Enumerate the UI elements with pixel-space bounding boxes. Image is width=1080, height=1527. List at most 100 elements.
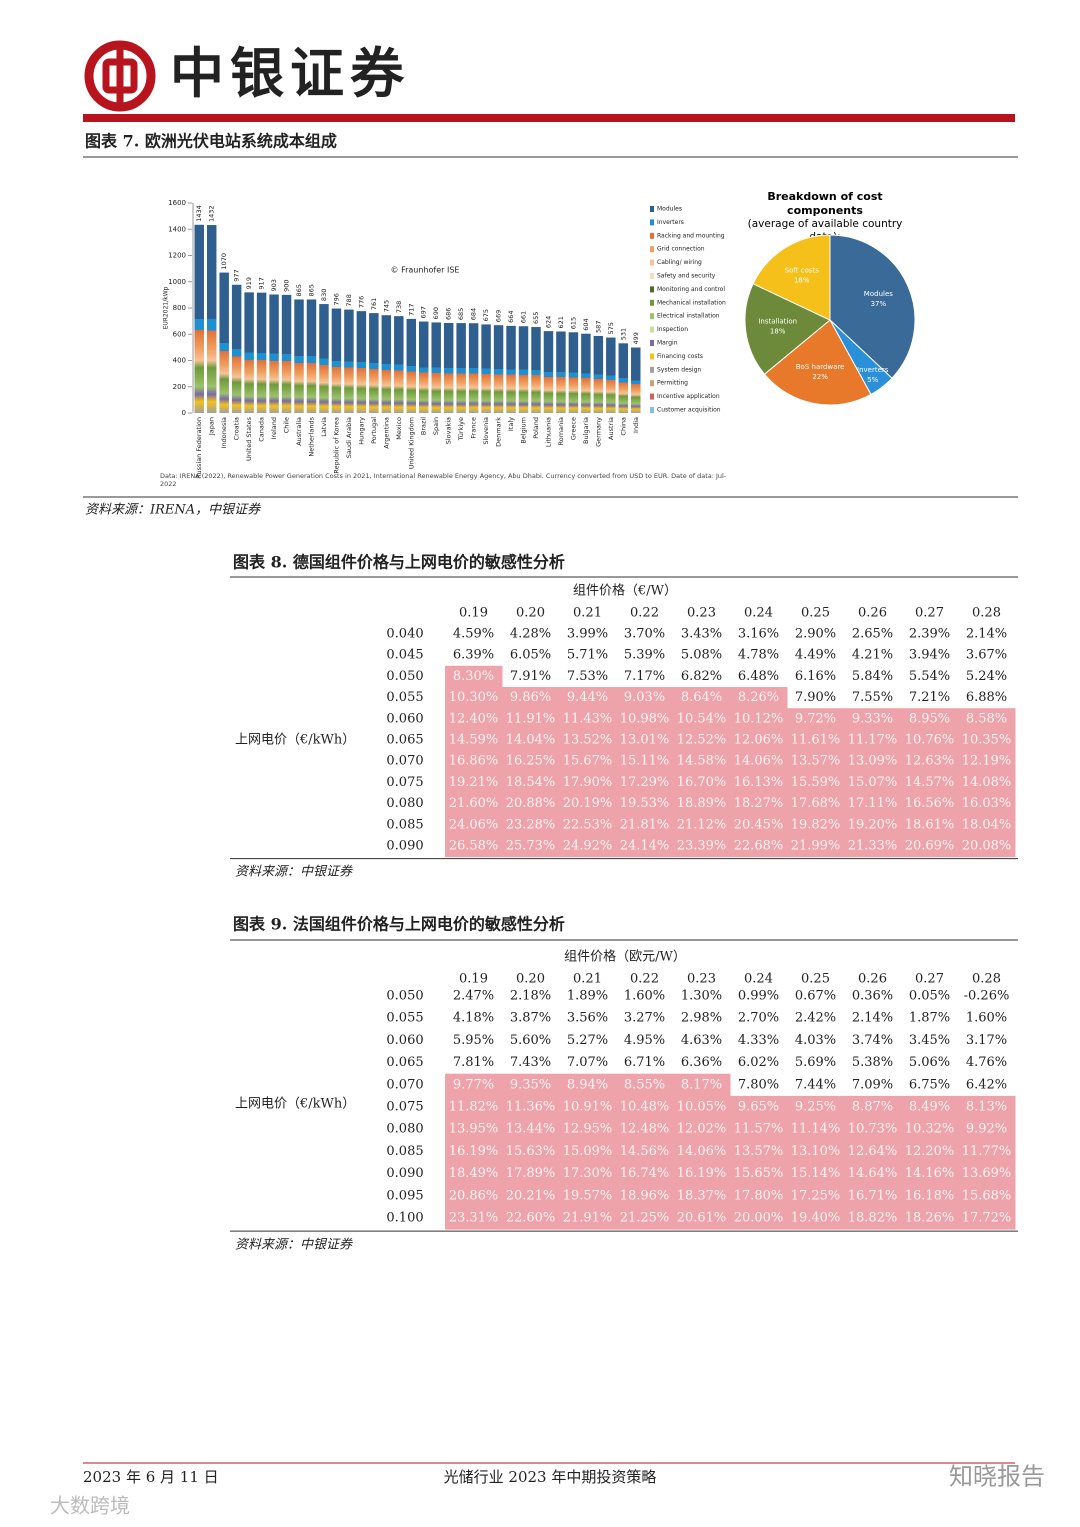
cell-highlight xyxy=(958,793,1016,815)
value-label: 604 xyxy=(582,318,590,330)
x-tick-label: Austria xyxy=(607,417,615,440)
cell: 15.59% xyxy=(791,775,841,790)
value-label: 717 xyxy=(407,303,415,315)
cell: 5.24% xyxy=(966,669,1007,684)
cell: 16.86% xyxy=(449,754,499,769)
col-label: 0.26 xyxy=(858,972,887,987)
cell: -0.26% xyxy=(964,989,1010,1004)
cell: 10.91% xyxy=(563,1100,613,1115)
cell: 23.28% xyxy=(506,817,556,832)
cell-highlight xyxy=(844,814,902,836)
row-label: 0.085 xyxy=(386,1144,423,1159)
cell: 16.19% xyxy=(677,1166,727,1181)
cell-highlight xyxy=(673,708,731,730)
x-tick-label: Latvia xyxy=(320,417,328,437)
cell: 20.45% xyxy=(734,817,784,832)
slice-label: Installation xyxy=(758,318,797,326)
slice-value: 22% xyxy=(812,373,828,381)
cell: 21.12% xyxy=(677,817,727,832)
cell: 8.58% xyxy=(966,711,1007,726)
cell: 4.18% xyxy=(453,1011,494,1026)
cell: 15.68% xyxy=(962,1188,1012,1203)
cell: 19.40% xyxy=(791,1211,841,1226)
watermark: 知晓报告 xyxy=(949,1463,1045,1491)
bar xyxy=(418,321,429,413)
x-tick-label: Indonesia xyxy=(220,417,228,448)
col-label: 0.28 xyxy=(972,606,1001,621)
cell: 2.18% xyxy=(510,989,551,1004)
x-tick-label: Lithuania xyxy=(544,417,552,447)
pie-chart: Breakdown of cost components(average of … xyxy=(744,190,916,406)
note: Data: IRENA (2022), Renewable Power Gene… xyxy=(160,472,727,488)
cell: 2.90% xyxy=(795,627,836,642)
cell-highlight xyxy=(559,729,617,752)
cell-highlight xyxy=(502,687,560,709)
cell-highlight xyxy=(616,1095,674,1119)
cell-highlight xyxy=(844,793,902,815)
note-box: Data: IRENA (2022), Renewable Power Gene… xyxy=(160,472,727,488)
legend-swatch xyxy=(650,326,654,333)
cell-highlight xyxy=(502,750,560,773)
cell: 16.70% xyxy=(677,775,727,790)
cell: 8.87% xyxy=(852,1100,893,1115)
value-label: 900 xyxy=(283,279,291,291)
pie-slice xyxy=(752,234,831,321)
y-tick-label: 1000 xyxy=(168,278,186,286)
bar xyxy=(631,347,641,413)
cell-highlight xyxy=(445,687,503,709)
cell: 1.87% xyxy=(909,1011,950,1026)
legend-label: Safety and security xyxy=(657,273,716,280)
cell-highlight xyxy=(445,1073,503,1097)
cell-highlight xyxy=(673,1095,731,1119)
value-label: 745 xyxy=(382,300,390,312)
legend-label: Customer acquisition xyxy=(657,407,721,414)
row-label: 0.100 xyxy=(386,1211,423,1226)
value-label: 621 xyxy=(557,316,565,328)
col-label: 0.21 xyxy=(573,606,602,621)
bar xyxy=(518,326,529,413)
legend-swatch xyxy=(650,246,654,253)
cell: 15.09% xyxy=(563,1144,613,1159)
cell-highlight xyxy=(901,729,959,752)
cell: 22.53% xyxy=(563,817,613,832)
value-label: 690 xyxy=(432,307,440,319)
cell: 17.89% xyxy=(506,1166,556,1181)
cell: 8.17% xyxy=(681,1077,722,1092)
footer-title: 光储行业 2023 年中期投资策略 xyxy=(444,1468,657,1486)
row-label: 0.085 xyxy=(386,817,423,832)
value-label: 761 xyxy=(370,298,378,310)
cell: 5.39% xyxy=(624,648,665,663)
cell-highlight xyxy=(844,1206,902,1230)
cell-highlight xyxy=(673,1118,731,1141)
y-tick-label: 1600 xyxy=(168,199,186,207)
cell-highlight xyxy=(445,771,503,794)
cell: 20.00% xyxy=(734,1211,784,1226)
cell: 18.37% xyxy=(677,1188,727,1203)
cell: 8.30% xyxy=(453,669,494,684)
cell: 7.53% xyxy=(567,669,608,684)
cell-highlight xyxy=(958,1118,1016,1141)
col-label: 0.23 xyxy=(687,606,716,621)
value-label: 865 xyxy=(307,284,315,296)
table-title: 图表 9. 法国组件价格与上网电价的敏感性分析 xyxy=(233,915,565,934)
cell-highlight xyxy=(958,1184,1016,1208)
legend-swatch xyxy=(650,407,654,413)
cell-highlight xyxy=(673,750,731,773)
value-label: 587 xyxy=(594,321,602,333)
legend-swatch xyxy=(650,380,654,387)
x-tick-label: Chile xyxy=(283,417,291,433)
bar xyxy=(531,327,541,413)
cell: 9.35% xyxy=(510,1077,551,1092)
cell-highlight xyxy=(673,793,731,815)
cell-highlight xyxy=(730,708,788,730)
bar xyxy=(593,335,604,413)
cell: 14.59% xyxy=(449,733,499,748)
cell: 1.89% xyxy=(567,989,608,1004)
pie-title: Breakdown of cost components xyxy=(767,190,883,217)
cell: 18.96% xyxy=(620,1188,670,1203)
row-label: 0.095 xyxy=(386,1188,423,1203)
cell: 9.86% xyxy=(510,690,551,705)
cell-highlight xyxy=(673,771,731,794)
cell-highlight xyxy=(730,729,788,752)
bar-chart: 0 200 400 600 800 1000 1200 1400 1600 EUR2021/kWp… xyxy=(160,199,727,488)
